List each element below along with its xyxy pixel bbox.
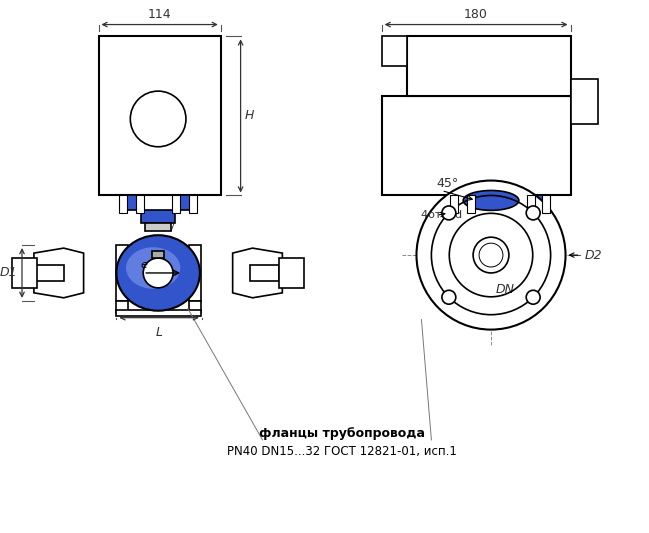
- Bar: [189, 245, 201, 301]
- Bar: [406, 36, 570, 96]
- Bar: [119, 196, 127, 213]
- Circle shape: [442, 290, 456, 304]
- Bar: [189, 196, 197, 213]
- Bar: [12, 258, 37, 288]
- Circle shape: [130, 91, 186, 147]
- Ellipse shape: [126, 247, 180, 289]
- Text: e: e: [140, 260, 147, 270]
- Text: 4отв. d: 4отв. d: [421, 211, 463, 220]
- Text: 114: 114: [148, 7, 171, 21]
- Bar: [116, 245, 129, 301]
- Bar: [136, 196, 144, 213]
- Circle shape: [526, 206, 540, 220]
- Polygon shape: [447, 196, 546, 223]
- Bar: [542, 196, 550, 213]
- Bar: [570, 79, 598, 124]
- Text: DN: DN: [496, 284, 515, 296]
- Circle shape: [143, 258, 173, 288]
- Ellipse shape: [116, 235, 200, 311]
- Circle shape: [417, 181, 565, 329]
- Text: 45°: 45°: [436, 177, 459, 190]
- Text: D1: D1: [0, 266, 17, 279]
- Circle shape: [442, 206, 456, 220]
- Text: D2: D2: [584, 248, 602, 262]
- Polygon shape: [232, 248, 282, 298]
- Circle shape: [526, 290, 540, 304]
- Bar: [527, 196, 535, 213]
- Ellipse shape: [463, 190, 519, 211]
- Polygon shape: [34, 248, 84, 298]
- Bar: [116, 310, 201, 316]
- Bar: [279, 258, 304, 288]
- Text: L: L: [156, 326, 163, 338]
- Bar: [99, 36, 221, 196]
- Bar: [116, 301, 129, 313]
- Bar: [450, 196, 458, 213]
- Bar: [189, 301, 201, 313]
- Circle shape: [473, 237, 509, 273]
- Bar: [172, 196, 180, 213]
- Bar: [382, 36, 406, 66]
- Bar: [467, 196, 475, 213]
- Text: фланцы трубопровода: фланцы трубопровода: [259, 427, 425, 440]
- Text: H: H: [245, 109, 254, 123]
- Text: PN40 DN15...32 ГОСТ 12821-01, исп.1: PN40 DN15...32 ГОСТ 12821-01, исп.1: [227, 445, 457, 458]
- Bar: [382, 96, 570, 196]
- Polygon shape: [152, 251, 164, 258]
- Bar: [34, 265, 64, 281]
- Text: 180: 180: [464, 7, 488, 21]
- Polygon shape: [145, 223, 171, 231]
- Bar: [250, 265, 279, 281]
- Polygon shape: [123, 196, 193, 223]
